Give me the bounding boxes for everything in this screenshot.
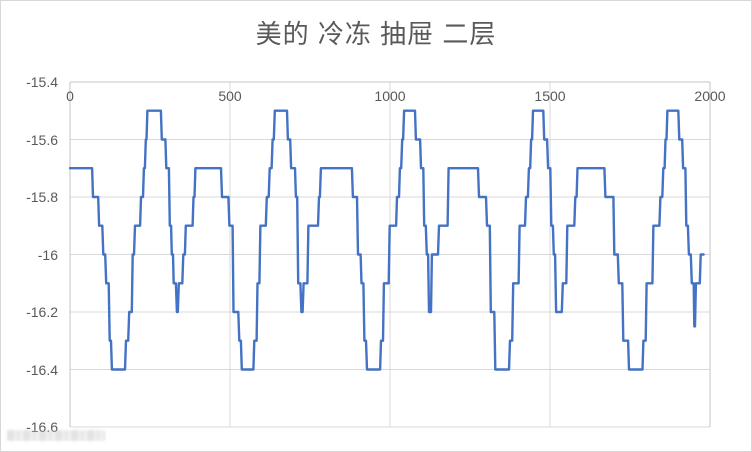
x-axis-label: 2000 <box>694 88 726 104</box>
y-axis-label: -15.6 <box>26 131 58 148</box>
chart-title: 美的 冷冻 抽屉 二层 <box>255 19 497 49</box>
series-line <box>68 109 705 371</box>
x-axis-label: 500 <box>218 88 242 104</box>
y-axis-label: -16.2 <box>26 304 58 320</box>
y-axis-label: -16 <box>37 246 58 263</box>
watermark <box>7 430 105 441</box>
x-axis-label: 1000 <box>374 88 406 104</box>
x-axis-label: 0 <box>66 88 74 104</box>
x-axis-label: 1500 <box>534 88 566 104</box>
y-axis-label: -16.6 <box>26 419 58 435</box>
y-axis-label: -15.8 <box>26 189 58 205</box>
y-axis-label: -15.4 <box>26 74 58 90</box>
y-axis-label: -16.4 <box>26 361 58 378</box>
